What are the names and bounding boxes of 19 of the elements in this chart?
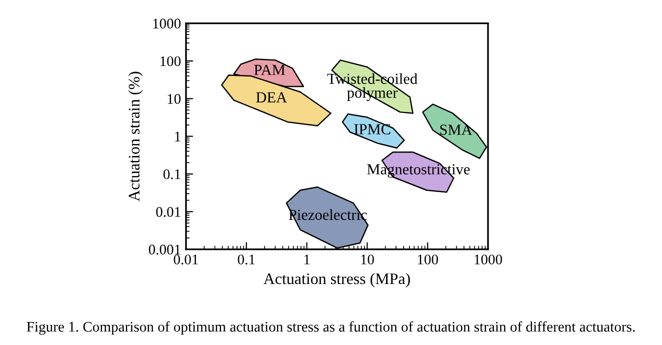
y-tick-label: 10: [168, 94, 181, 104]
x-tick-label: 1: [304, 254, 310, 264]
y-tick-label: 0.1: [163, 169, 180, 180]
series-label: SMA: [440, 124, 472, 135]
y-axis-title: Actuation strain (%): [128, 72, 143, 202]
y-tick-label: 1000: [153, 18, 181, 29]
y-tick-label: 100: [160, 56, 181, 66]
y-tick-label: 0.001: [148, 244, 180, 255]
y-tick-label: 1: [175, 132, 180, 142]
series-label: IPMC: [354, 124, 390, 134]
y-tick-label: 0.01: [156, 206, 180, 217]
x-tick-label: 100: [418, 254, 438, 264]
x-tick-label: 10: [361, 254, 374, 264]
series-label: PAM: [254, 64, 285, 75]
x-tick-label: 0.1: [238, 254, 255, 264]
x-axis-title: Actuation stress (MPa): [264, 272, 410, 288]
caption: Figure 1. Comparison of optimum actuation stress as a function of actuation strain of different actuators.: [26, 321, 635, 335]
series-label: DEA: [256, 92, 287, 102]
x-tick-label: 1000: [474, 254, 502, 264]
